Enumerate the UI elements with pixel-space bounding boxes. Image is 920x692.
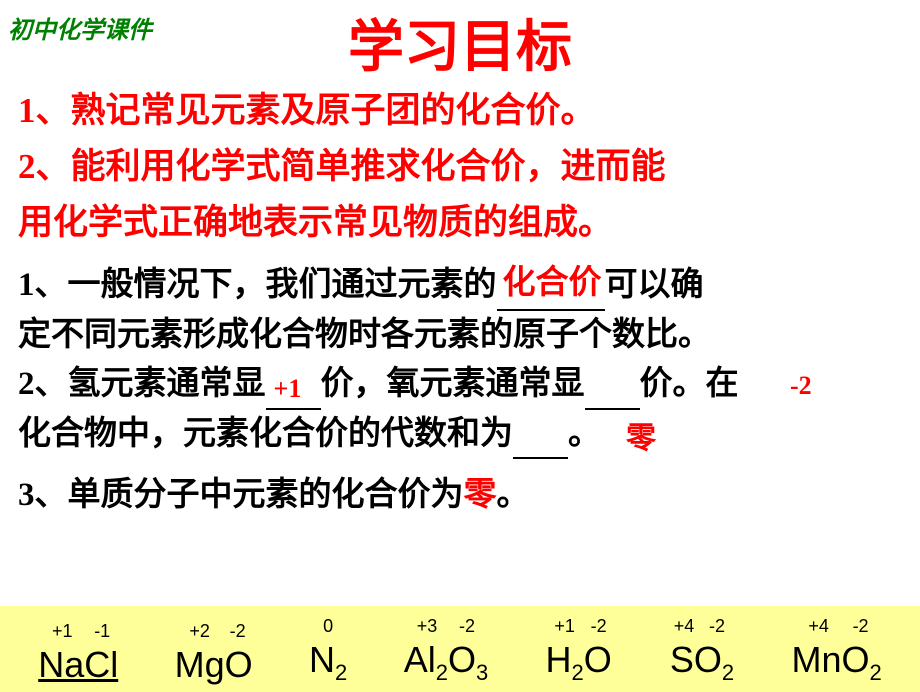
formula-charges-1: +2-2	[176, 621, 252, 642]
formula-charges-6: +4-2	[795, 616, 879, 637]
formula-charges-0: +1-1	[38, 621, 118, 642]
charge-label: +2	[176, 621, 224, 642]
q3-answer: 零	[464, 477, 497, 513]
chemical-formula-3: Al2O3	[404, 639, 489, 686]
q2-blank-2	[585, 370, 640, 410]
q2-answer-1: +1	[274, 369, 302, 408]
q2-text-2: 价，氧元素通常显	[321, 366, 585, 402]
formula-cell-2: 0N2	[309, 616, 347, 686]
q2-text-3: 价。在	[640, 366, 739, 402]
q2-l2-text-1: 化合物中，元素化合价的代数和为	[18, 416, 513, 452]
question-2-line1: 2、氢元素通常显+1 价，氧元素通常显 价。在 -2	[18, 360, 902, 410]
charge-label: +3	[406, 616, 448, 637]
question-2-line2: 化合物中，元素化合价的代数和为 。 零	[18, 410, 902, 460]
q2-blank-1: +1	[266, 370, 321, 410]
q3-text-1: 3、单质分子中元素的化合价为	[18, 477, 464, 513]
q2-l2-text-2: 。	[568, 416, 601, 452]
q2-text-1: 2、氢元素通常显	[18, 366, 266, 402]
q1-text-1: 1、一般情况下，我们通过元素的	[18, 267, 497, 303]
formula-charges-2: 0	[313, 616, 343, 637]
charge-label: 0	[313, 616, 343, 637]
formula-charges-3: +3-2	[406, 616, 486, 637]
charge-label: +1	[38, 621, 86, 642]
q1-blank-1: 化合价	[497, 271, 605, 311]
charge-label: -2	[843, 616, 879, 637]
charge-label: -2	[448, 616, 486, 637]
charge-label: -2	[699, 616, 735, 637]
question-3: 3、单质分子中元素的化合价为零。	[18, 471, 902, 521]
formula-cell-0: +1-1NaCl	[38, 621, 118, 686]
formula-cell-5: +4-2SO2	[669, 616, 735, 686]
question-1-line2: 定不同元素形成化合物时各元素的原子个数比。	[18, 311, 902, 361]
formula-cell-4: +1-2H2O	[545, 616, 613, 686]
charge-label: -1	[86, 621, 118, 642]
chemical-formula-0: NaCl	[38, 644, 118, 686]
chemical-formula-1: MgO	[175, 644, 253, 686]
formula-bar: +1-1NaCl+2-2MgO0N2+3-2Al2O3+1-2H2O+4-2SO…	[0, 606, 920, 692]
chemical-formula-6: MnO2	[791, 639, 881, 686]
objective-2-line1: 2、能利用化学式简单推求化合价，进而能	[18, 139, 902, 195]
q1-text-2: 可以确	[605, 267, 704, 303]
q2-answer-3: 零	[626, 416, 656, 461]
formula-cell-6: +4-2MnO2	[791, 616, 881, 686]
q1-answer-1: 化合价	[503, 259, 602, 309]
content-area: 1、熟记常见元素及原子团的化合价。 2、能利用化学式简单推求化合价，进而能 用化…	[0, 83, 920, 521]
q2-blank-3	[513, 419, 568, 459]
charge-label: +1	[545, 616, 585, 637]
charge-label: -2	[224, 621, 252, 642]
q2-answer-2: -2	[790, 366, 812, 405]
formula-charges-5: +4-2	[669, 616, 735, 637]
charge-label: +4	[669, 616, 699, 637]
objective-1: 1、熟记常见元素及原子团的化合价。	[18, 83, 902, 139]
questions-section: 1、一般情况下，我们通过元素的化合价可以确 定不同元素形成化合物时各元素的原子个…	[18, 261, 902, 521]
chemical-formula-4: H2O	[546, 639, 612, 686]
formula-charges-4: +1-2	[545, 616, 613, 637]
q3-text-2: 。	[497, 477, 530, 513]
charge-label: -2	[585, 616, 613, 637]
charge-label: +4	[795, 616, 843, 637]
formula-cell-1: +2-2MgO	[175, 621, 253, 686]
corner-label: 初中化学课件	[8, 10, 152, 45]
question-1-line1: 1、一般情况下，我们通过元素的化合价可以确	[18, 261, 902, 311]
chemical-formula-5: SO2	[670, 639, 734, 686]
formula-cell-3: +3-2Al2O3	[404, 616, 489, 686]
chemical-formula-2: N2	[309, 639, 347, 686]
objective-2-line2: 用化学式正确地表示常见物质的组成。	[18, 195, 902, 251]
